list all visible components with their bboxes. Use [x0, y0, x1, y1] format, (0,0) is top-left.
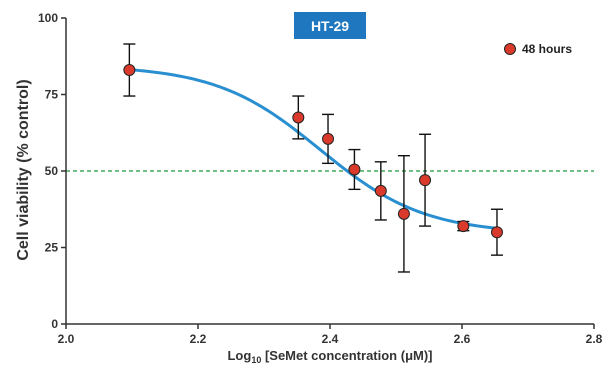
data-point	[397, 207, 410, 220]
y-tick-label: 100	[38, 11, 58, 25]
x-tick-label: 2.6	[454, 332, 471, 346]
legend-marker	[504, 43, 516, 55]
y-tick-label: 50	[45, 164, 59, 178]
chart-title-badge: HT-29	[294, 12, 366, 39]
data-point	[123, 64, 136, 77]
data-point	[322, 132, 335, 145]
y-tick-label: 25	[45, 241, 59, 255]
data-point	[419, 174, 432, 187]
data-point	[457, 220, 470, 233]
fit-curve	[129, 68, 498, 230]
error-bar-layer	[123, 43, 503, 273]
y-tick-label: 0	[51, 317, 58, 331]
legend-label: 48 hours	[522, 42, 572, 56]
fit-curve-layer	[129, 68, 498, 230]
chart-title-background	[294, 12, 366, 39]
data-point-layer	[123, 64, 503, 239]
y-tick-label: 75	[45, 88, 59, 102]
legend: 48 hours	[504, 42, 572, 56]
x-tick-label: 2.8	[586, 332, 603, 346]
x-tick-label: 2.4	[322, 332, 339, 346]
x-tick-label: 2.0	[58, 332, 75, 346]
data-point	[348, 163, 361, 176]
x-tick-label: 2.2	[190, 332, 207, 346]
data-point	[374, 184, 387, 197]
data-point	[292, 111, 305, 124]
data-point	[490, 226, 503, 239]
axes: 0 25 50 75 100 2.0 2.2 2.4 2.6 2.8	[38, 11, 603, 346]
x-axis-title: Log10 [SeMet concentration (μM)]	[227, 348, 432, 365]
chart-title: HT-29	[311, 18, 349, 34]
y-axis-title: Cell viability (% control)	[15, 79, 32, 260]
